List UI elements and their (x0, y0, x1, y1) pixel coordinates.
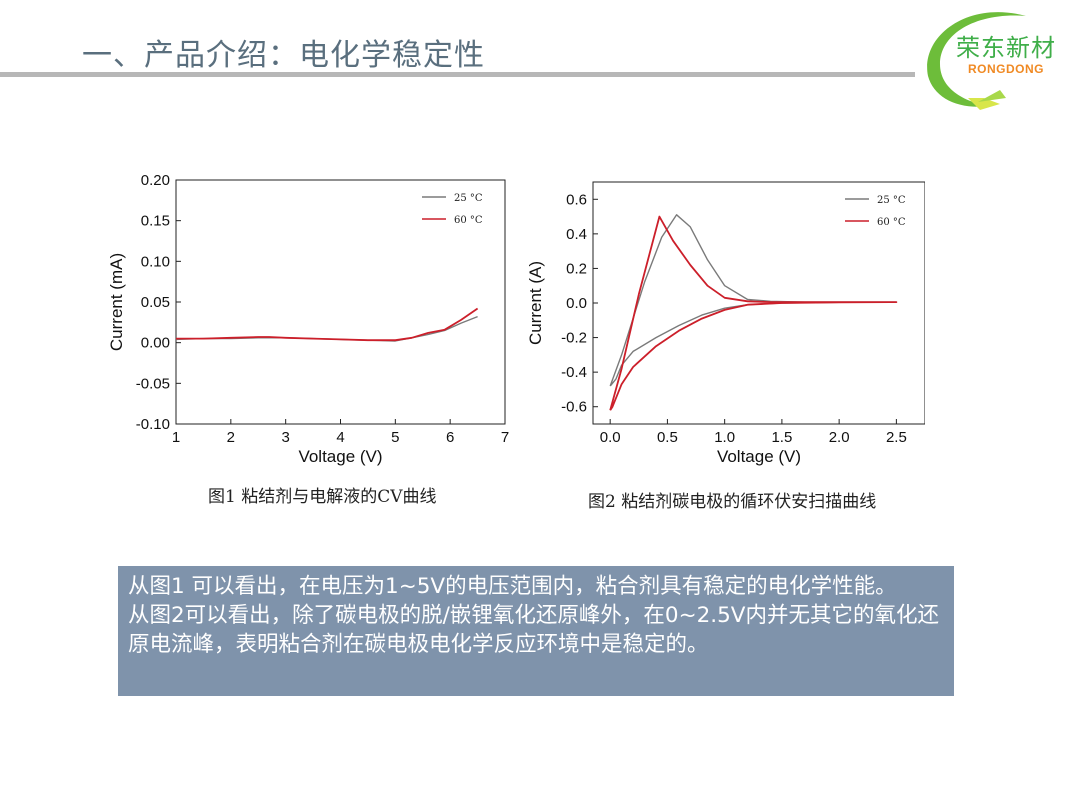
cyclic-voltammetry-chart: 0.0 0.5 1.0 1.5 2.0 2.5 -0.6 -0.4 -0.2 0.0 0.2 0.4 0… (526, 181, 925, 466)
y-tick-label: 0.2 (566, 260, 587, 277)
y-tick-label: 0.6 (566, 191, 587, 208)
y-tick-label: 0.05 (141, 294, 170, 311)
y-tick-label: -0.6 (561, 399, 587, 416)
page-title: 一、产品介绍：电化学稳定性 (82, 38, 485, 73)
y-tick-label: -0.10 (136, 416, 170, 433)
y-tick-label: 0.4 (566, 226, 587, 243)
title-underline (0, 72, 915, 77)
x-axis-label: Voltage (V) (717, 447, 801, 466)
y-tick-label: 0.20 (141, 172, 170, 189)
summary-line-1: 从图1 可以看出，在电压为1~5V的电压范围内，粘合剂具有稳定的电化学性能。 (128, 574, 897, 599)
summary-box: 从图1 可以看出，在电压为1~5V的电压范围内，粘合剂具有稳定的电化学性能。 从… (118, 566, 954, 696)
figure1-caption: 图1 粘结剂与电解液的CV曲线 (208, 487, 437, 507)
x-tick-label: 6 (446, 429, 454, 446)
x-tick-label: 0.5 (657, 429, 678, 446)
x-axis-label: Voltage (V) (298, 447, 382, 466)
x-tick-label: 2 (227, 429, 235, 446)
logo-chinese-name: 荣东新材 (956, 34, 1056, 62)
x-tick-label: 2.0 (829, 429, 850, 446)
y-tick-label: 0.0 (566, 295, 587, 312)
legend-label: 60 °C (877, 217, 906, 228)
figure2-caption: 图2 粘结剂碳电极的循环伏安扫描曲线 (588, 492, 877, 512)
logo-english-name: RONGDONG (968, 62, 1044, 76)
y-tick-label: -0.2 (561, 330, 587, 347)
y-tick-label: 0.10 (141, 253, 170, 270)
series-line-60c (176, 307, 479, 342)
x-tick-label: 5 (391, 429, 399, 446)
x-tick-label: 7 (501, 429, 509, 446)
y-tick-label: 0.15 (141, 213, 170, 230)
x-tick-label: 1 (172, 429, 180, 446)
x-tick-label: 2.5 (886, 429, 907, 446)
rongdong-logo-icon (927, 12, 1026, 110)
x-tick-label: 1.5 (771, 429, 792, 446)
x-tick-label: 3 (281, 429, 289, 446)
cv-curve-chart: 1 2 3 4 5 6 7 -0.10 -0.05 0.00 0.05 0.10 0.15 0.20 Vol… (107, 172, 509, 466)
legend-label: 25 °C (877, 195, 906, 206)
x-tick-label: 4 (336, 429, 344, 446)
y-tick-label: -0.05 (136, 375, 170, 392)
x-tick-label: 0.0 (600, 429, 621, 446)
y-axis-label: Current (mA) (107, 253, 126, 351)
legend-label: 25 °C (454, 193, 483, 204)
legend-label: 60 °C (454, 215, 483, 226)
series-line-60c (609, 215, 898, 411)
x-tick-label: 1.0 (714, 429, 735, 446)
y-tick-label: -0.4 (561, 364, 587, 381)
y-axis-label: Current (A) (526, 261, 545, 345)
summary-line-2: 从图2可以看出，除了碳电极的脱/嵌锂氧化还原峰外，在0~2.5V内并无其它的氧化… (128, 603, 940, 657)
y-tick-label: 0.00 (141, 335, 170, 352)
